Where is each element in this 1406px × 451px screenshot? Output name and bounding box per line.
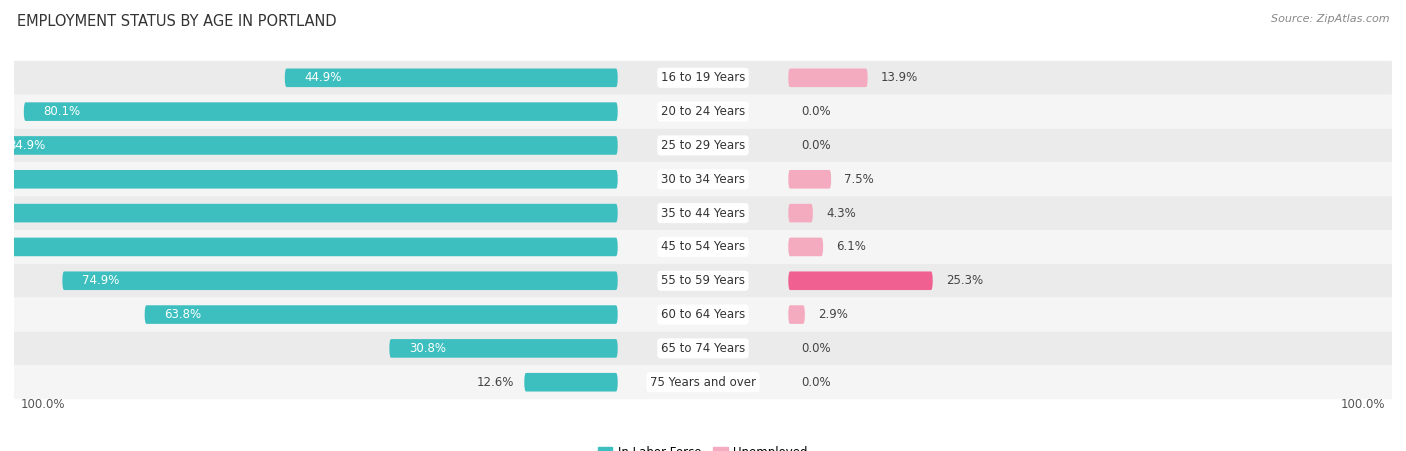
- Legend: In Labor Force, Unemployed: In Labor Force, Unemployed: [593, 441, 813, 451]
- Text: 25 to 29 Years: 25 to 29 Years: [661, 139, 745, 152]
- Text: 0.0%: 0.0%: [801, 105, 831, 118]
- FancyBboxPatch shape: [0, 170, 617, 189]
- Text: 55 to 59 Years: 55 to 59 Years: [661, 274, 745, 287]
- Text: 7.5%: 7.5%: [844, 173, 875, 186]
- Text: 44.9%: 44.9%: [305, 71, 342, 84]
- Text: 0.0%: 0.0%: [801, 139, 831, 152]
- FancyBboxPatch shape: [0, 204, 617, 222]
- Text: 100.0%: 100.0%: [21, 398, 65, 411]
- Text: 74.9%: 74.9%: [82, 274, 120, 287]
- FancyBboxPatch shape: [0, 238, 617, 256]
- Text: 84.9%: 84.9%: [8, 139, 45, 152]
- FancyBboxPatch shape: [14, 365, 1392, 399]
- Text: EMPLOYMENT STATUS BY AGE IN PORTLAND: EMPLOYMENT STATUS BY AGE IN PORTLAND: [17, 14, 336, 28]
- FancyBboxPatch shape: [14, 196, 1392, 230]
- Text: 25.3%: 25.3%: [946, 274, 983, 287]
- FancyBboxPatch shape: [24, 102, 617, 121]
- Text: 4.3%: 4.3%: [825, 207, 856, 220]
- FancyBboxPatch shape: [789, 305, 804, 324]
- FancyBboxPatch shape: [285, 69, 617, 87]
- Text: 45 to 54 Years: 45 to 54 Years: [661, 240, 745, 253]
- FancyBboxPatch shape: [0, 136, 617, 155]
- FancyBboxPatch shape: [789, 170, 831, 189]
- Text: 20 to 24 Years: 20 to 24 Years: [661, 105, 745, 118]
- FancyBboxPatch shape: [789, 69, 868, 87]
- Text: 65 to 74 Years: 65 to 74 Years: [661, 342, 745, 355]
- FancyBboxPatch shape: [14, 95, 1392, 129]
- Text: 13.9%: 13.9%: [880, 71, 918, 84]
- FancyBboxPatch shape: [14, 162, 1392, 196]
- Text: 0.0%: 0.0%: [801, 342, 831, 355]
- FancyBboxPatch shape: [524, 373, 617, 391]
- FancyBboxPatch shape: [789, 238, 823, 256]
- FancyBboxPatch shape: [789, 204, 813, 222]
- Text: 12.6%: 12.6%: [477, 376, 515, 389]
- FancyBboxPatch shape: [389, 339, 617, 358]
- Text: 80.1%: 80.1%: [44, 105, 80, 118]
- FancyBboxPatch shape: [14, 331, 1392, 365]
- Text: 0.0%: 0.0%: [801, 376, 831, 389]
- Text: 100.0%: 100.0%: [1341, 398, 1385, 411]
- Text: Source: ZipAtlas.com: Source: ZipAtlas.com: [1271, 14, 1389, 23]
- Text: 63.8%: 63.8%: [165, 308, 201, 321]
- Text: 35 to 44 Years: 35 to 44 Years: [661, 207, 745, 220]
- FancyBboxPatch shape: [14, 264, 1392, 298]
- FancyBboxPatch shape: [62, 272, 617, 290]
- FancyBboxPatch shape: [14, 129, 1392, 162]
- Text: 60 to 64 Years: 60 to 64 Years: [661, 308, 745, 321]
- Text: 30.8%: 30.8%: [409, 342, 446, 355]
- FancyBboxPatch shape: [145, 305, 617, 324]
- Text: 6.1%: 6.1%: [837, 240, 866, 253]
- FancyBboxPatch shape: [14, 61, 1392, 95]
- Text: 2.9%: 2.9%: [818, 308, 848, 321]
- FancyBboxPatch shape: [14, 230, 1392, 264]
- FancyBboxPatch shape: [14, 298, 1392, 331]
- FancyBboxPatch shape: [789, 272, 932, 290]
- Text: 30 to 34 Years: 30 to 34 Years: [661, 173, 745, 186]
- Text: 16 to 19 Years: 16 to 19 Years: [661, 71, 745, 84]
- Text: 75 Years and over: 75 Years and over: [650, 376, 756, 389]
